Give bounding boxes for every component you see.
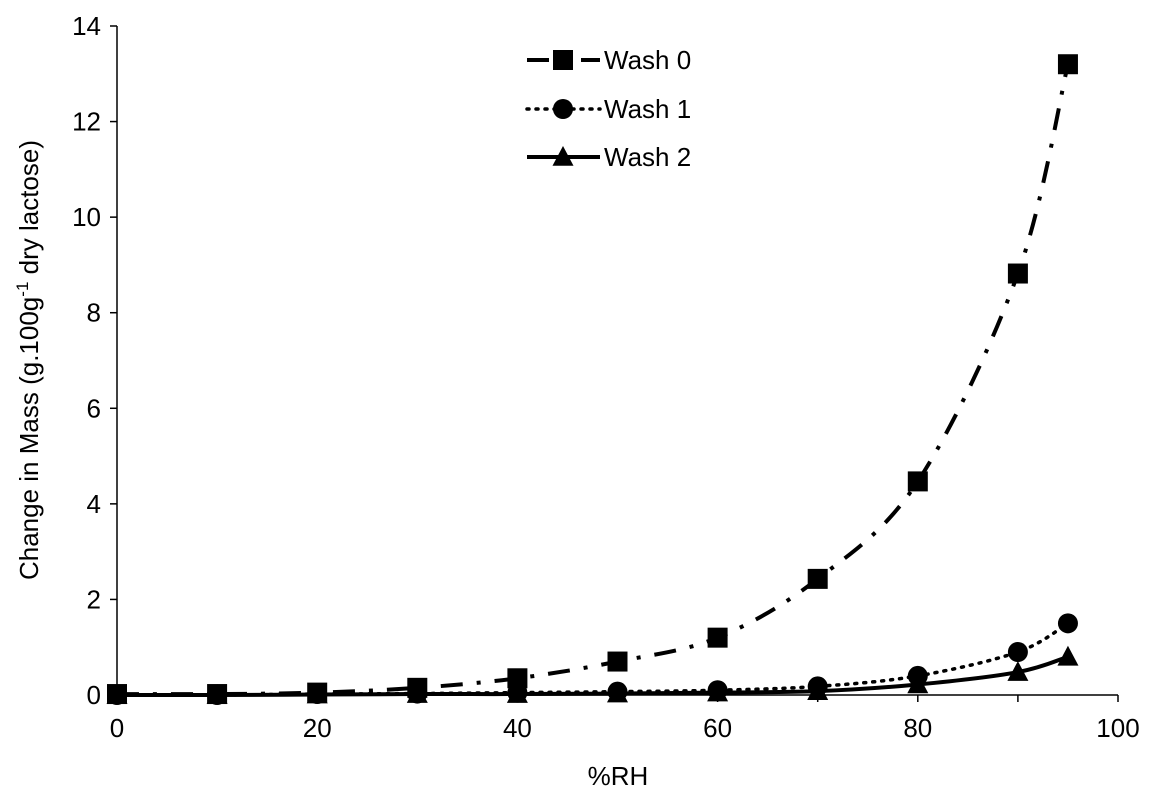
- series-group: [106, 54, 1079, 705]
- data-point: [707, 681, 729, 702]
- data-point: [1007, 263, 1028, 284]
- y-tick-label: 6: [87, 393, 101, 423]
- x-tick-label: 20: [303, 713, 332, 743]
- data-point: [1057, 613, 1078, 634]
- legend-marker: [553, 99, 573, 119]
- data-point: [406, 683, 428, 703]
- data-point: [1057, 54, 1078, 75]
- y-tick-label: 14: [72, 11, 101, 41]
- data-point: [707, 627, 728, 648]
- data-point: [1057, 645, 1079, 666]
- data-point: [807, 680, 829, 700]
- x-tick-label: 100: [1096, 713, 1139, 743]
- legend-item: Wash 2: [527, 142, 691, 172]
- data-point: [306, 683, 328, 704]
- data-point: [106, 684, 128, 704]
- y-tick-label: 12: [72, 107, 101, 137]
- legend: Wash 0 Wash 1 Wash 2: [525, 45, 691, 172]
- y-axis-title-main: Change in Mass (g.100g: [14, 297, 44, 580]
- y-tick-label: 10: [72, 202, 101, 232]
- y-axis-title-tail: dry lactose): [14, 140, 44, 282]
- x-tick-label: 0: [110, 713, 124, 743]
- y-axis-title: Change in Mass (g.100g-1 dry lactose): [13, 140, 44, 580]
- x-tick-label: 80: [903, 713, 932, 743]
- y-tick-label: 0: [87, 680, 101, 710]
- data-point: [1007, 641, 1028, 662]
- series-wash-1: [107, 613, 1078, 705]
- data-point: [607, 682, 628, 703]
- legend-label: Wash 2: [604, 142, 691, 172]
- y-axis-title-sup: -1: [13, 282, 32, 297]
- series-wash-2: [106, 645, 1079, 704]
- axes: 0 20 40 60 80 100 0 2 4 6 8 10 12 14: [72, 11, 1140, 743]
- legend-marker: [553, 50, 573, 70]
- series-wash-0: [107, 54, 1078, 705]
- data-point: [907, 471, 928, 492]
- x-tick-label: 60: [703, 713, 732, 743]
- x-tick-label: 40: [503, 713, 532, 743]
- legend-item: Wash 0: [527, 45, 691, 75]
- data-point: [807, 568, 828, 589]
- legend-item: Wash 1: [525, 94, 691, 124]
- data-point: [1007, 661, 1029, 681]
- data-point: [607, 651, 628, 672]
- legend-marker: [552, 146, 574, 166]
- legend-label: Wash 0: [604, 45, 691, 75]
- data-point: [507, 668, 528, 689]
- y-tick-label: 2: [87, 584, 101, 614]
- data-point: [506, 683, 528, 703]
- data-point: [907, 673, 929, 694]
- legend-label: Wash 1: [604, 94, 691, 124]
- data-point: [206, 684, 228, 704]
- y-tick-label: 4: [87, 489, 101, 519]
- x-axis-title: %RH: [588, 761, 649, 791]
- y-tick-label: 8: [87, 298, 101, 328]
